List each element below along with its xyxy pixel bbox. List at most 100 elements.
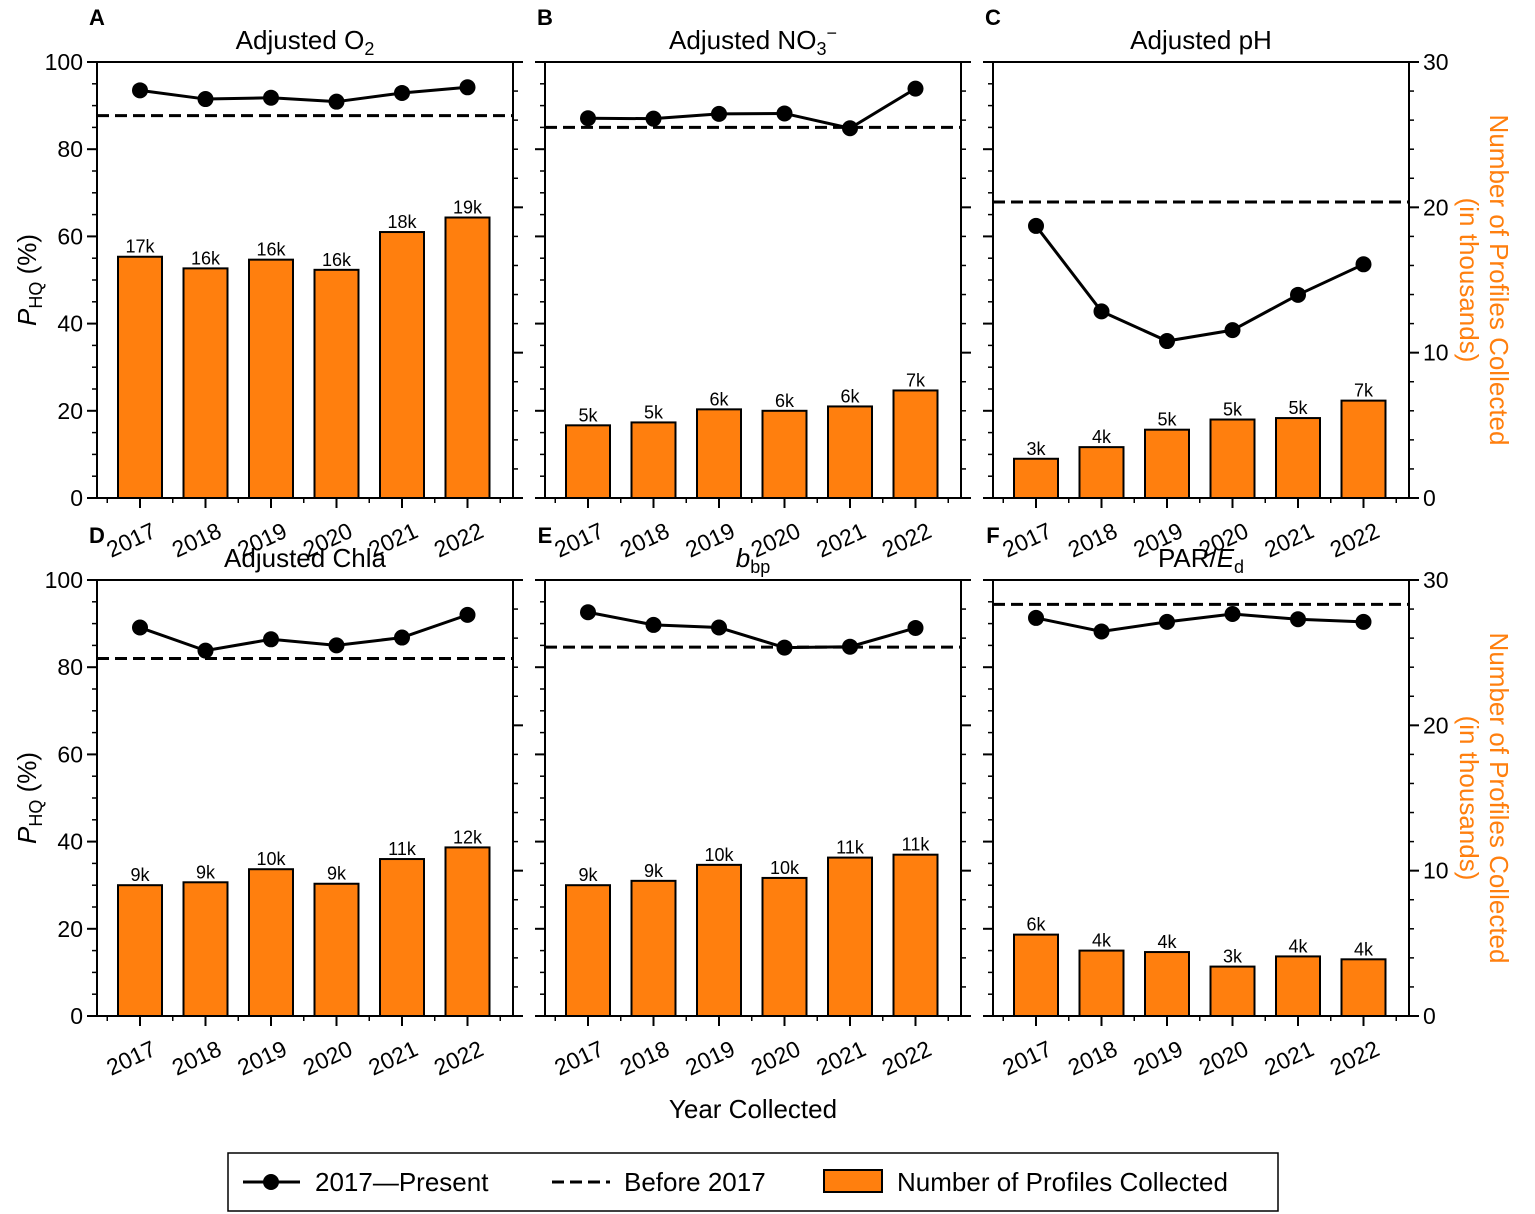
bar	[117, 255, 163, 499]
y2-tick-label: 30	[1423, 49, 1449, 75]
present-series-marker	[394, 84, 410, 101]
bar-value-label: 11k	[902, 835, 931, 855]
x-tick-label: 2018	[168, 1035, 225, 1080]
bar	[313, 882, 360, 1017]
bar-value-label: 4k	[1092, 427, 1112, 447]
present-series-line	[139, 613, 468, 653]
bar	[630, 421, 677, 499]
bar-value-label: 6k	[775, 391, 795, 411]
present-series-line	[1034, 225, 1365, 343]
y2-tick-label: 10	[1423, 858, 1449, 884]
bar	[761, 876, 808, 1018]
bar-value-label: 16k	[256, 240, 286, 260]
panel-letter: D	[89, 523, 105, 548]
bar	[892, 389, 939, 500]
panel-letter: E	[538, 523, 553, 548]
y2-tick-label: 20	[1423, 712, 1449, 738]
bar-value-label: 19k	[453, 198, 483, 218]
bar-value-label: 6k	[709, 389, 729, 409]
y-tick-label: 100	[45, 49, 83, 75]
panel-letter: B	[537, 5, 553, 30]
present-series-marker	[842, 638, 858, 655]
bar	[379, 858, 425, 1017]
bar-value-label: 10k	[770, 858, 800, 878]
bar	[1013, 933, 1059, 1018]
bar-value-label: 9k	[196, 862, 216, 882]
x-tick-label: 2017	[550, 1035, 607, 1080]
present-series-marker	[1159, 613, 1175, 630]
present-series-marker	[580, 604, 596, 621]
bar-value-label: 5k	[1223, 400, 1243, 420]
present-series-marker	[1290, 611, 1306, 628]
present-series-marker	[459, 606, 476, 623]
bar	[1209, 418, 1256, 499]
panel-title: bbp	[736, 543, 771, 577]
bar	[248, 868, 294, 1017]
legend-marker-swatch	[263, 1174, 279, 1190]
bar	[444, 846, 491, 1017]
bar	[1078, 949, 1125, 1017]
x-tick-label: 2019	[1129, 1035, 1186, 1080]
x-tick-label: 2022	[878, 1035, 935, 1080]
present-series-marker	[1290, 286, 1306, 303]
bar-value-label: 4k	[1092, 931, 1112, 951]
present-series-marker	[907, 80, 924, 97]
bar	[1013, 457, 1059, 500]
present-series-marker	[1093, 303, 1110, 320]
present-series-marker	[580, 110, 596, 127]
bar-value-label: 4k	[1288, 936, 1308, 956]
bar	[565, 884, 611, 1018]
bar	[565, 424, 611, 500]
bar	[313, 268, 360, 499]
bar	[696, 408, 742, 500]
panel-title: Adjusted Chla	[224, 543, 386, 573]
panel-e: 9k 9k 10k 10k 11k 11k 2017 2018 2019 2020 2021 2022…	[535, 523, 971, 1080]
present-series-marker	[1355, 256, 1372, 273]
bar-value-label: 16k	[191, 248, 221, 268]
present-series-marker	[776, 639, 793, 656]
y2-axis-label-top: Number of Profiles Collected (in thousan…	[1454, 115, 1514, 446]
x-axis-label: Year Collected	[669, 1094, 837, 1124]
x-tick-label: 2018	[1064, 1035, 1121, 1080]
bar-value-label: 18k	[387, 212, 417, 232]
y2-tick-label: 0	[1423, 1003, 1436, 1029]
bar	[827, 405, 873, 499]
x-tick-label: 2017	[102, 517, 159, 562]
bar-value-label: 7k	[906, 370, 926, 390]
y-tick-label: 80	[57, 136, 83, 162]
x-tick-label: 2020	[747, 1035, 804, 1080]
x-tick-label: 2017	[998, 517, 1055, 562]
bar	[1275, 955, 1321, 1017]
y-tick-label: 0	[70, 1003, 83, 1029]
bar	[1144, 951, 1190, 1018]
x-tick-label: 2019	[681, 517, 738, 562]
bar-value-label: 9k	[578, 865, 598, 885]
bar-value-label: 17k	[125, 237, 155, 257]
bar-value-label: 5k	[1157, 410, 1177, 430]
legend-dashed-label: Before 2017	[624, 1167, 766, 1197]
bar	[827, 856, 873, 1017]
legend-frame	[227, 1152, 1279, 1212]
y-tick-label: 60	[57, 741, 83, 767]
bar	[696, 863, 742, 1017]
bar-value-label: 4k	[1157, 932, 1177, 952]
y2-tick-label: 20	[1423, 194, 1449, 220]
panel-title: Adjusted O2	[236, 25, 375, 59]
bar-value-label: 7k	[1354, 381, 1374, 401]
bar	[1340, 958, 1387, 1018]
y2-tick-label: 30	[1423, 567, 1449, 593]
bar	[182, 881, 229, 1017]
panel-letter: F	[986, 523, 999, 548]
present-series-marker	[197, 642, 214, 659]
bar-value-label: 16k	[322, 250, 352, 270]
panel-f: 6k 4k 4k 3k 4k 4k 0 10 20 30 2017 2018 2019 2020 2021 2…	[983, 523, 1449, 1080]
present-series-marker	[1355, 613, 1372, 630]
bar-value-label: 6k	[840, 386, 860, 406]
x-tick-label: 2017	[998, 1035, 1055, 1080]
present-series-marker	[1028, 609, 1044, 626]
x-tick-label: 2022	[878, 517, 935, 562]
